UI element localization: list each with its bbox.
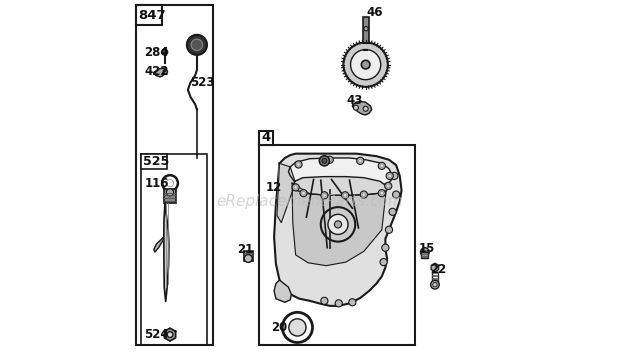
Circle shape <box>378 190 386 197</box>
Text: 523: 523 <box>190 76 215 89</box>
Polygon shape <box>274 154 402 306</box>
Text: 4: 4 <box>261 131 270 144</box>
Polygon shape <box>431 263 439 272</box>
Bar <box>422 252 428 258</box>
Circle shape <box>353 105 358 110</box>
Circle shape <box>163 70 167 74</box>
Polygon shape <box>352 101 372 115</box>
Circle shape <box>356 157 364 164</box>
Bar <box>259 145 415 345</box>
Circle shape <box>386 184 390 188</box>
Bar <box>141 154 207 345</box>
Circle shape <box>302 191 305 195</box>
Circle shape <box>162 49 167 55</box>
Circle shape <box>420 248 429 256</box>
Circle shape <box>384 182 392 190</box>
Circle shape <box>342 192 349 199</box>
Text: 847: 847 <box>138 9 166 22</box>
Circle shape <box>167 332 173 337</box>
Circle shape <box>360 191 368 198</box>
Circle shape <box>321 297 328 304</box>
Bar <box>136 5 213 345</box>
Circle shape <box>380 164 384 168</box>
Polygon shape <box>164 328 175 341</box>
Circle shape <box>349 299 356 306</box>
Circle shape <box>322 158 327 163</box>
Circle shape <box>187 35 207 55</box>
Polygon shape <box>288 158 392 186</box>
Circle shape <box>294 186 298 189</box>
Circle shape <box>321 207 355 242</box>
Circle shape <box>388 174 391 178</box>
Circle shape <box>328 158 332 162</box>
Bar <box>259 131 273 145</box>
Polygon shape <box>293 177 388 195</box>
Polygon shape <box>154 68 166 77</box>
Circle shape <box>328 214 348 234</box>
Circle shape <box>292 184 299 191</box>
Circle shape <box>364 27 368 31</box>
Circle shape <box>363 106 368 111</box>
Circle shape <box>335 300 342 307</box>
Circle shape <box>319 156 329 166</box>
Bar <box>141 154 167 169</box>
Text: 116: 116 <box>145 177 169 190</box>
Circle shape <box>289 319 306 336</box>
Circle shape <box>334 221 342 228</box>
Circle shape <box>433 283 437 287</box>
Text: 21: 21 <box>237 243 253 256</box>
Polygon shape <box>277 163 295 223</box>
Circle shape <box>386 226 392 233</box>
Circle shape <box>297 163 300 166</box>
Text: 12: 12 <box>265 181 281 194</box>
Polygon shape <box>154 237 164 252</box>
Text: 43: 43 <box>347 94 363 107</box>
Circle shape <box>431 280 439 289</box>
Text: 524: 524 <box>144 328 169 341</box>
Bar <box>164 189 177 203</box>
Circle shape <box>361 60 370 69</box>
Circle shape <box>380 191 384 195</box>
Text: 284: 284 <box>144 46 169 59</box>
Text: 422: 422 <box>144 65 169 78</box>
Circle shape <box>343 194 347 197</box>
Circle shape <box>392 191 400 198</box>
Bar <box>363 17 369 43</box>
Text: 22: 22 <box>431 264 447 276</box>
Circle shape <box>362 193 366 196</box>
Text: 525: 525 <box>143 155 169 168</box>
Circle shape <box>386 172 393 180</box>
Circle shape <box>343 42 388 87</box>
Circle shape <box>191 39 203 51</box>
Text: 46: 46 <box>366 6 383 19</box>
Polygon shape <box>164 203 169 302</box>
Circle shape <box>389 208 396 215</box>
Bar <box>136 5 162 25</box>
Text: 15: 15 <box>419 242 435 255</box>
Circle shape <box>295 161 302 168</box>
Polygon shape <box>292 183 386 266</box>
Circle shape <box>244 255 252 262</box>
Circle shape <box>380 258 387 266</box>
Circle shape <box>322 194 326 197</box>
Bar <box>244 251 254 261</box>
Circle shape <box>321 192 328 199</box>
Text: eReplacementParts.com: eReplacementParts.com <box>216 194 404 209</box>
Circle shape <box>382 244 389 251</box>
Circle shape <box>300 190 307 197</box>
Polygon shape <box>274 280 291 302</box>
Text: 20: 20 <box>271 321 288 334</box>
Circle shape <box>166 189 174 196</box>
Circle shape <box>350 50 381 80</box>
Circle shape <box>358 159 362 163</box>
Circle shape <box>378 162 386 169</box>
Circle shape <box>391 172 398 180</box>
Circle shape <box>326 156 334 163</box>
